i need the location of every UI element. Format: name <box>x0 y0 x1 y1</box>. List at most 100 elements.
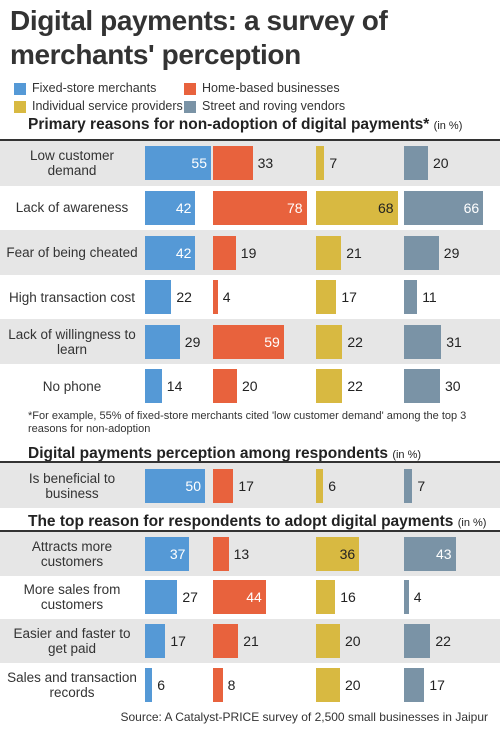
unit: (in %) <box>392 449 422 461</box>
bar <box>404 536 456 571</box>
section-title-text: Digital payments perception among respon… <box>28 445 389 462</box>
value-label: 17 <box>170 633 186 649</box>
legend-swatch <box>14 101 26 113</box>
value-label: 20 <box>242 378 258 395</box>
value-label: 20 <box>345 676 361 693</box>
bar <box>213 667 223 702</box>
bar <box>213 369 237 404</box>
divider <box>0 461 500 463</box>
category-label: Low customer demand <box>29 148 115 179</box>
value-label: 20 <box>433 155 449 172</box>
legend-label: Home-based businesses <box>202 81 340 95</box>
value-label: 33 <box>257 155 274 172</box>
bar <box>145 369 162 404</box>
value-label: 19 <box>240 244 257 261</box>
bar <box>316 580 336 615</box>
value-label: 37 <box>169 545 186 562</box>
bar <box>404 624 431 658</box>
legend-label: Street and roving vendors <box>202 99 346 113</box>
bar <box>316 280 337 315</box>
value-label: 6 <box>157 676 165 693</box>
unit: (in %) <box>433 120 463 132</box>
bar <box>213 235 236 270</box>
value-label: 29 <box>443 244 460 261</box>
value-label: 66 <box>463 199 480 216</box>
bar <box>213 324 284 359</box>
bar <box>404 369 440 404</box>
bar <box>316 667 340 702</box>
value-label: 22 <box>347 378 363 395</box>
bar <box>145 580 178 615</box>
bar <box>404 235 439 270</box>
value-label: 44 <box>246 589 262 606</box>
value-label: 17 <box>429 676 445 693</box>
category-label: Easier and faster to get paid <box>13 625 131 656</box>
bar <box>145 624 166 658</box>
title: Digital payments: a survey of merchants'… <box>10 5 388 70</box>
category-label: Lack of awareness <box>15 200 129 216</box>
value-label: 21 <box>243 633 259 649</box>
value-label: 7 <box>329 155 338 172</box>
bar <box>145 667 153 702</box>
value-label: 13 <box>233 545 250 562</box>
source: Source: A Catalyst-PRICE survey of 2,500… <box>120 710 489 724</box>
category-label: Attracts more customers <box>31 538 113 569</box>
value-label: 21 <box>346 244 362 261</box>
value-label: 22 <box>435 633 451 649</box>
section-title: Digital payments perception among respon… <box>28 445 421 463</box>
bar <box>404 580 409 615</box>
legend-label: Fixed-store merchants <box>32 81 157 95</box>
bar <box>145 235 196 270</box>
bar <box>213 280 218 315</box>
row-background <box>0 463 500 508</box>
legend-label: Individual service providers <box>32 99 183 113</box>
category-label: No phone <box>42 378 102 394</box>
value-label: 55 <box>191 155 207 172</box>
bar <box>404 667 425 702</box>
value-label: 29 <box>184 333 201 350</box>
value-label: 68 <box>378 199 394 216</box>
value-label: 8 <box>227 676 236 693</box>
bar <box>213 468 234 503</box>
bar <box>213 146 253 181</box>
value-label: 50 <box>185 477 201 494</box>
bar <box>404 324 442 359</box>
bar <box>316 468 324 503</box>
value-label: 78 <box>287 199 303 216</box>
section-title-text: The top reason for respondents to adopt … <box>28 513 454 530</box>
bar <box>316 235 342 270</box>
value-label: 42 <box>175 199 192 216</box>
section-title-text: Primary reasons for non-adoption of digi… <box>28 116 430 133</box>
value-label: 16 <box>340 589 356 606</box>
bar <box>316 324 343 359</box>
value-label: 17 <box>341 289 357 306</box>
bar <box>316 369 343 404</box>
value-label: 11 <box>422 289 437 306</box>
value-label: 59 <box>264 333 280 350</box>
value-label: 22 <box>176 289 192 306</box>
bar <box>145 468 205 503</box>
value-label: 14 <box>166 378 183 395</box>
bar <box>213 190 307 225</box>
value-label: 17 <box>238 477 254 494</box>
section-title: The top reason for respondents to adopt … <box>28 513 486 531</box>
bar <box>316 190 398 225</box>
category-label: Is beneficial to business <box>28 470 116 501</box>
bar <box>145 190 196 225</box>
value-label: 4 <box>222 289 231 306</box>
value-label: 27 <box>182 589 198 606</box>
bar <box>404 146 428 181</box>
category-label: Sales and transaction records <box>7 669 137 700</box>
bar <box>316 624 340 658</box>
footnote: *For example, 55% of fixed-store merchan… <box>28 410 467 435</box>
legend-swatch <box>184 83 196 95</box>
bar <box>404 190 484 225</box>
unit: (in %) <box>457 517 487 529</box>
value-label: 36 <box>339 545 356 562</box>
divider <box>0 530 500 532</box>
bar <box>404 468 413 503</box>
section-title: Primary reasons for non-adoption of digi… <box>28 116 462 134</box>
value-label: 30 <box>445 378 461 395</box>
bar <box>145 324 180 359</box>
